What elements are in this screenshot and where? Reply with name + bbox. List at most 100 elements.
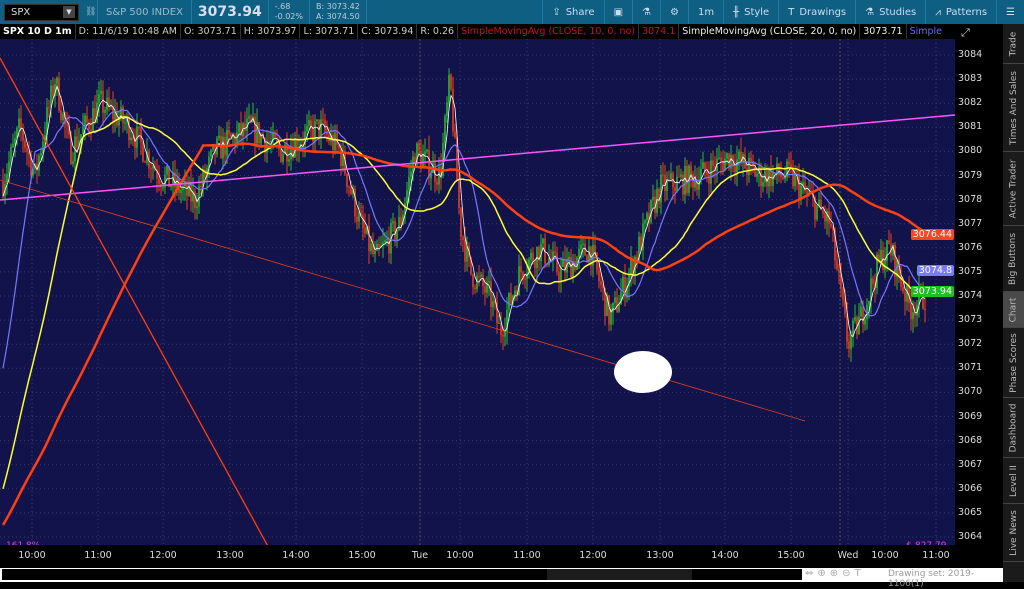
- symbol-selector[interactable]: SPX ▼: [4, 3, 79, 21]
- candle-body: [316, 119, 318, 122]
- x-tick-label: 11:00: [513, 550, 541, 561]
- time-axis[interactable]: 10:00 11:00 12:00 13:00 14:00 15:00 Tue 10:00 11…: [0, 545, 955, 566]
- candle-body: [806, 190, 808, 194]
- candle-body: [694, 179, 696, 188]
- candle-body: [366, 226, 368, 234]
- candle-body: [500, 322, 502, 336]
- legend-sma10[interactable]: SimpleMovingAvg (CLOSE, 10, 0, no): [458, 24, 640, 39]
- candle-body: [572, 261, 574, 278]
- toolbar-button-flask-icon[interactable]: ⚗: [632, 0, 660, 24]
- toolbar-button-drawings[interactable]: T Drawings: [778, 0, 855, 24]
- sidebar-tab-live-news[interactable]: Live News: [1003, 504, 1024, 562]
- candle-body: [574, 261, 576, 270]
- toolbar-button-style[interactable]: ╫ Style: [723, 0, 778, 24]
- sidebar-tab-trade[interactable]: Trade: [1003, 24, 1024, 64]
- sidebar-tab-big-buttons[interactable]: Big Buttons: [1003, 226, 1024, 292]
- candle-body: [514, 290, 516, 296]
- candle-body: [898, 259, 900, 277]
- candle-body: [152, 166, 154, 169]
- candle-body: [140, 128, 142, 143]
- candle-body: [604, 288, 606, 317]
- toolbar-button-alert-icon[interactable]: ▣: [603, 0, 632, 24]
- candle-body: [356, 216, 358, 222]
- candle-body: [404, 203, 406, 215]
- candle-body: [624, 276, 626, 298]
- sidebar-tab-times-and-sales[interactable]: Times And Sales: [1003, 64, 1024, 152]
- toolbar-button-studies[interactable]: ⚗ Studies: [855, 0, 925, 24]
- candle-body: [872, 278, 874, 285]
- candle-body: [910, 303, 912, 320]
- candle-body: [442, 143, 444, 176]
- candle-body: [800, 185, 802, 199]
- toolbar-button-gear-icon[interactable]: ⚙: [659, 0, 688, 24]
- candle-body: [492, 300, 494, 308]
- ask: A: 3074.50: [316, 12, 360, 21]
- crosshair-icon[interactable]: ⊕: [817, 568, 826, 579]
- drawing-set[interactable]: Drawing set: 2019-1106(1): [888, 569, 975, 589]
- link-icon[interactable]: ⛓: [85, 7, 97, 17]
- candle-body: [232, 135, 234, 138]
- candle-body: [700, 168, 702, 180]
- candle-body: [740, 151, 742, 163]
- price-chart[interactable]: 161.8% $-827.79: [0, 39, 956, 551]
- candle-body: [670, 173, 672, 179]
- candle-body: [470, 257, 472, 275]
- toolbar-button-patterns[interactable]: ⩘ Patterns: [925, 0, 996, 24]
- candle-body: [98, 93, 100, 103]
- chart-scrollbar[interactable]: [2, 569, 802, 580]
- toolbar-button-menu-icon[interactable]: ☰: [996, 0, 1024, 24]
- candle-body: [382, 242, 384, 246]
- candle-body: [588, 246, 590, 263]
- candle-body: [550, 258, 552, 261]
- candle-body: [92, 108, 94, 131]
- candle-body: [718, 157, 720, 159]
- candle-body: [196, 206, 198, 209]
- candle-body: [480, 274, 482, 277]
- candle-body: [858, 316, 860, 335]
- x-tick-label: 10:00: [871, 550, 899, 561]
- sidebar-tab-phase-scores[interactable]: Phase Scores: [1003, 328, 1024, 398]
- sidebar-tab-active-trader[interactable]: Active Trader: [1003, 152, 1024, 226]
- toolbar-button-1m[interactable]: 1m: [687, 0, 723, 24]
- candle-body: [532, 252, 534, 262]
- scrollbar-thumb[interactable]: [547, 569, 692, 580]
- toolbar-button-share[interactable]: ⇪ Share: [542, 0, 603, 24]
- candle-body: [122, 107, 124, 124]
- candle-body: [40, 152, 42, 156]
- x-tick-label: 11:00: [922, 550, 950, 561]
- candle-body: [30, 154, 32, 176]
- chevron-down-icon[interactable]: ▼: [63, 6, 75, 18]
- candle-body: [434, 162, 436, 182]
- candle-body: [168, 166, 170, 188]
- candle-body: [846, 313, 848, 342]
- candle-body: [760, 166, 762, 187]
- candle-body: [158, 178, 160, 184]
- candle-body: [798, 175, 800, 199]
- zoom-in-icon[interactable]: ⊕: [829, 568, 839, 579]
- candle-body: [60, 110, 62, 121]
- price-axis[interactable]: ⤢ 3084 3083 3082 3081 3080 3079 3078 3077 3076 30…: [910, 24, 1003, 566]
- candle-body: [520, 266, 522, 273]
- candle-body: [52, 85, 54, 96]
- sma50-line: [2, 109, 926, 369]
- candle-body: [72, 160, 74, 164]
- candle-body: [354, 188, 356, 217]
- candle-body: [446, 102, 448, 117]
- candle-body: [506, 309, 508, 332]
- autoscale-icon[interactable]: ⤢: [961, 26, 970, 39]
- chart-canvas[interactable]: [0, 39, 956, 551]
- legend-sma50[interactable]: SimpleMovingAvg (CLOSE, 50, 0,...: [907, 24, 942, 39]
- text-icon[interactable]: T: [854, 568, 861, 579]
- pan-icon[interactable]: ⇔: [805, 568, 814, 579]
- candle-body: [802, 182, 804, 186]
- candle-body: [484, 286, 486, 293]
- zoom-out-icon[interactable]: ⊖: [842, 568, 851, 579]
- sidebar-tab-dashboard[interactable]: Dashboard: [1003, 398, 1024, 458]
- candle-body: [482, 274, 484, 287]
- candle-body: [372, 243, 374, 255]
- candle-body: [600, 281, 602, 285]
- sidebar-tab-chart[interactable]: Chart: [1003, 292, 1024, 328]
- legend-sma20[interactable]: SimpleMovingAvg (CLOSE, 20, 0, no): [679, 24, 861, 39]
- candle-body: [302, 144, 304, 146]
- sidebar-tab-level-ii[interactable]: Level II: [1003, 458, 1024, 504]
